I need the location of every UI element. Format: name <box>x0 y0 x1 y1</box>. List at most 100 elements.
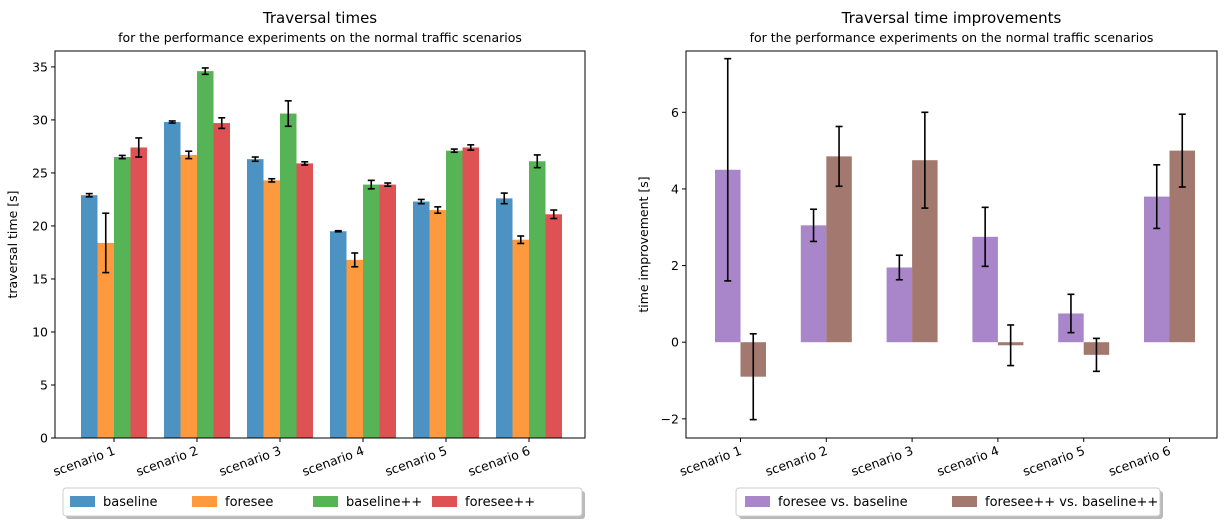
error-bar <box>351 252 359 268</box>
bar <box>81 195 98 438</box>
x-tick-label: scenario 2 <box>763 443 829 479</box>
chart-title: Traversal times <box>262 9 377 27</box>
bar <box>512 239 529 438</box>
error-bar <box>921 111 929 209</box>
legend-label: foresee vs. baseline <box>778 495 908 510</box>
y-tick-label: 10 <box>32 324 48 339</box>
legend: baseline foresee baseline++ foresee++ <box>62 487 585 519</box>
x-tick-label: scenario 3 <box>849 443 915 479</box>
error-bar <box>334 229 342 233</box>
y-tick-label: 20 <box>32 218 48 233</box>
chart-subtitle: for the performance experiments on the n… <box>750 30 1154 45</box>
bar <box>180 154 197 438</box>
legend-label: foresee++ <box>465 495 535 510</box>
chart-panel-2: Traversal time improvements for the perfo… <box>636 9 1218 519</box>
bar <box>97 242 114 438</box>
error-bar <box>1153 164 1161 230</box>
y-tick-label: 0 <box>40 431 48 446</box>
bar <box>496 198 513 438</box>
bar <box>429 210 446 438</box>
legend-swatch <box>952 496 977 507</box>
error-bar <box>218 116 226 130</box>
x-tick-label: scenario 3 <box>217 443 283 479</box>
bar <box>826 156 852 343</box>
y-axis-label: traversal time [s] <box>5 190 20 298</box>
bar <box>280 113 297 439</box>
error-bar <box>1007 324 1015 367</box>
error-bar <box>434 206 442 215</box>
legend-swatch <box>432 496 457 507</box>
legend-swatch <box>313 496 338 507</box>
error-bar <box>384 182 392 187</box>
bar <box>130 147 147 438</box>
error-bar <box>251 156 259 163</box>
error-bar <box>749 332 757 421</box>
y-tick-label: 2 <box>671 258 679 273</box>
error-bar <box>118 154 126 160</box>
legend-label: foresee <box>225 495 273 510</box>
legend-label: baseline++ <box>346 495 422 510</box>
y-tick-label: 25 <box>32 165 48 180</box>
x-tick-label: scenario 2 <box>134 443 200 479</box>
legend-swatch <box>745 496 770 507</box>
error-bar <box>550 209 558 220</box>
y-tick-label: 4 <box>671 181 679 196</box>
plot-frame <box>685 50 1218 439</box>
y-tick-label: −2 <box>661 411 679 426</box>
plot-frame <box>54 50 586 439</box>
y-tick-label: 0 <box>671 335 679 350</box>
bar <box>346 259 363 438</box>
legend-swatch <box>70 496 95 507</box>
error-bar <box>201 67 209 76</box>
bar <box>114 157 131 438</box>
x-tick-label: scenario 4 <box>935 443 1001 479</box>
error-bar <box>1092 337 1100 373</box>
legend-label: foresee++ vs. baseline++ <box>985 495 1158 510</box>
bar <box>545 214 562 438</box>
bar-group <box>81 67 562 439</box>
error-bar <box>301 160 309 166</box>
x-tick-label: scenario 4 <box>300 443 366 479</box>
error-bar <box>135 137 143 158</box>
legend: foresee vs. baseline foresee++ vs. baseli… <box>735 487 1163 519</box>
error-bar <box>895 254 903 281</box>
x-tick-label: scenario 5 <box>383 443 449 479</box>
error-bar <box>724 57 732 282</box>
legend-label: baseline <box>103 495 157 510</box>
y-tick-label: 30 <box>32 112 48 127</box>
error-bar <box>417 198 425 205</box>
bar <box>213 123 230 438</box>
chart-panel-1: Traversal times for the performance exper… <box>5 9 586 519</box>
bar <box>529 161 546 438</box>
error-bar <box>517 235 525 245</box>
legend-box <box>735 487 1161 517</box>
bar <box>446 150 463 438</box>
chart-subtitle: for the performance experiments on the n… <box>118 30 522 45</box>
error-bar <box>500 192 508 205</box>
error-bar <box>835 125 843 188</box>
x-tick-label: scenario 6 <box>466 443 532 479</box>
y-tick-label: 6 <box>671 105 679 120</box>
error-bar <box>981 206 989 268</box>
error-bar <box>810 208 818 243</box>
error-bar <box>367 179 375 190</box>
error-bar <box>185 150 193 160</box>
error-bar <box>85 192 93 198</box>
bar <box>263 180 280 438</box>
x-tick-label: scenario 5 <box>1021 443 1087 479</box>
error-bar <box>284 100 292 128</box>
error-bar <box>168 120 176 124</box>
y-tick-label: 15 <box>32 271 48 286</box>
x-tick-label: scenario 1 <box>677 443 743 479</box>
error-bar <box>467 144 475 151</box>
y-axis-label: time improvement [s] <box>636 176 651 312</box>
bar <box>164 122 181 438</box>
legend-swatch <box>192 496 217 507</box>
y-tick-label: 35 <box>32 59 48 74</box>
error-bar <box>268 177 276 183</box>
error-bar <box>533 154 541 169</box>
bar <box>363 184 380 438</box>
error-bar <box>1178 113 1186 188</box>
y-tick-label: 5 <box>40 377 48 392</box>
x-tick-label: scenario 1 <box>51 443 117 479</box>
